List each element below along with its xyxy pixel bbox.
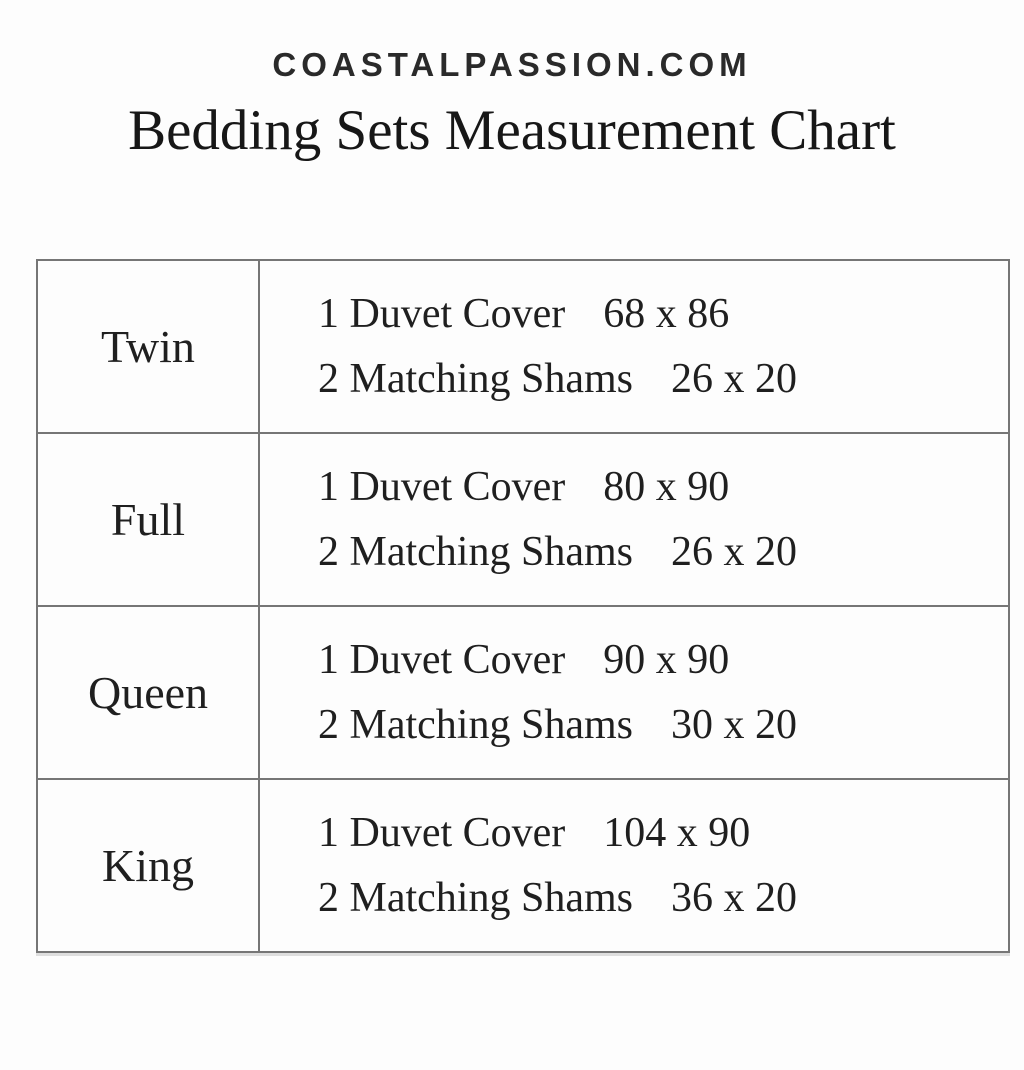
site-name: COASTALPASSION.COM	[272, 46, 752, 83]
item-dimensions: 36 x 20	[670, 875, 797, 921]
item-dimensions: 68 x 86	[603, 291, 730, 337]
item-line: 2 Matching Shams 30 x 20	[318, 701, 1008, 749]
items-cell: 1 Duvet Cover 68 x 86 2 Matching Shams 2…	[260, 261, 1008, 432]
item-dimensions: 90 x 90	[603, 637, 730, 683]
item-label: 2 Matching Shams	[318, 875, 633, 921]
item-line: 2 Matching Shams 36 x 20	[318, 874, 1008, 922]
item-dimensions: 30 x 20	[670, 702, 797, 748]
item-line: 1 Duvet Cover 104 x 90	[318, 809, 1008, 857]
measurement-table: Twin 1 Duvet Cover 68 x 86 2 Matching Sh…	[36, 259, 1010, 953]
size-label: King	[38, 780, 260, 951]
table-row-twin: Twin 1 Duvet Cover 68 x 86 2 Matching Sh…	[38, 261, 1008, 434]
item-label: 2 Matching Shams	[318, 356, 633, 402]
item-line: 2 Matching Shams 26 x 20	[318, 355, 1008, 403]
table-row-full: Full 1 Duvet Cover 80 x 90 2 Matching Sh…	[38, 434, 1008, 607]
items-cell: 1 Duvet Cover 104 x 90 2 Matching Shams …	[260, 780, 1008, 951]
table-row-king: King 1 Duvet Cover 104 x 90 2 Matching S…	[38, 780, 1008, 951]
item-dimensions: 80 x 90	[603, 464, 730, 510]
item-label: 1 Duvet Cover	[318, 637, 566, 683]
table-row-queen: Queen 1 Duvet Cover 90 x 90 2 Matching S…	[38, 607, 1008, 780]
size-label: Queen	[38, 607, 260, 778]
item-dimensions: 104 x 90	[603, 810, 751, 856]
item-line: 1 Duvet Cover 80 x 90	[318, 463, 1008, 511]
item-label: 1 Duvet Cover	[318, 810, 566, 856]
size-label: Full	[38, 434, 260, 605]
item-dimensions: 26 x 20	[670, 356, 797, 402]
item-line: 2 Matching Shams 26 x 20	[318, 528, 1008, 576]
item-label: 1 Duvet Cover	[318, 291, 566, 337]
size-label: Twin	[38, 261, 260, 432]
item-dimensions: 26 x 20	[670, 529, 797, 575]
page-title: Bedding Sets Measurement Chart	[128, 99, 896, 162]
items-cell: 1 Duvet Cover 80 x 90 2 Matching Shams 2…	[260, 434, 1008, 605]
item-line: 1 Duvet Cover 68 x 86	[318, 290, 1008, 338]
items-cell: 1 Duvet Cover 90 x 90 2 Matching Shams 3…	[260, 607, 1008, 778]
item-line: 1 Duvet Cover 90 x 90	[318, 636, 1008, 684]
item-label: 1 Duvet Cover	[318, 464, 566, 510]
item-label: 2 Matching Shams	[318, 702, 633, 748]
item-label: 2 Matching Shams	[318, 529, 633, 575]
